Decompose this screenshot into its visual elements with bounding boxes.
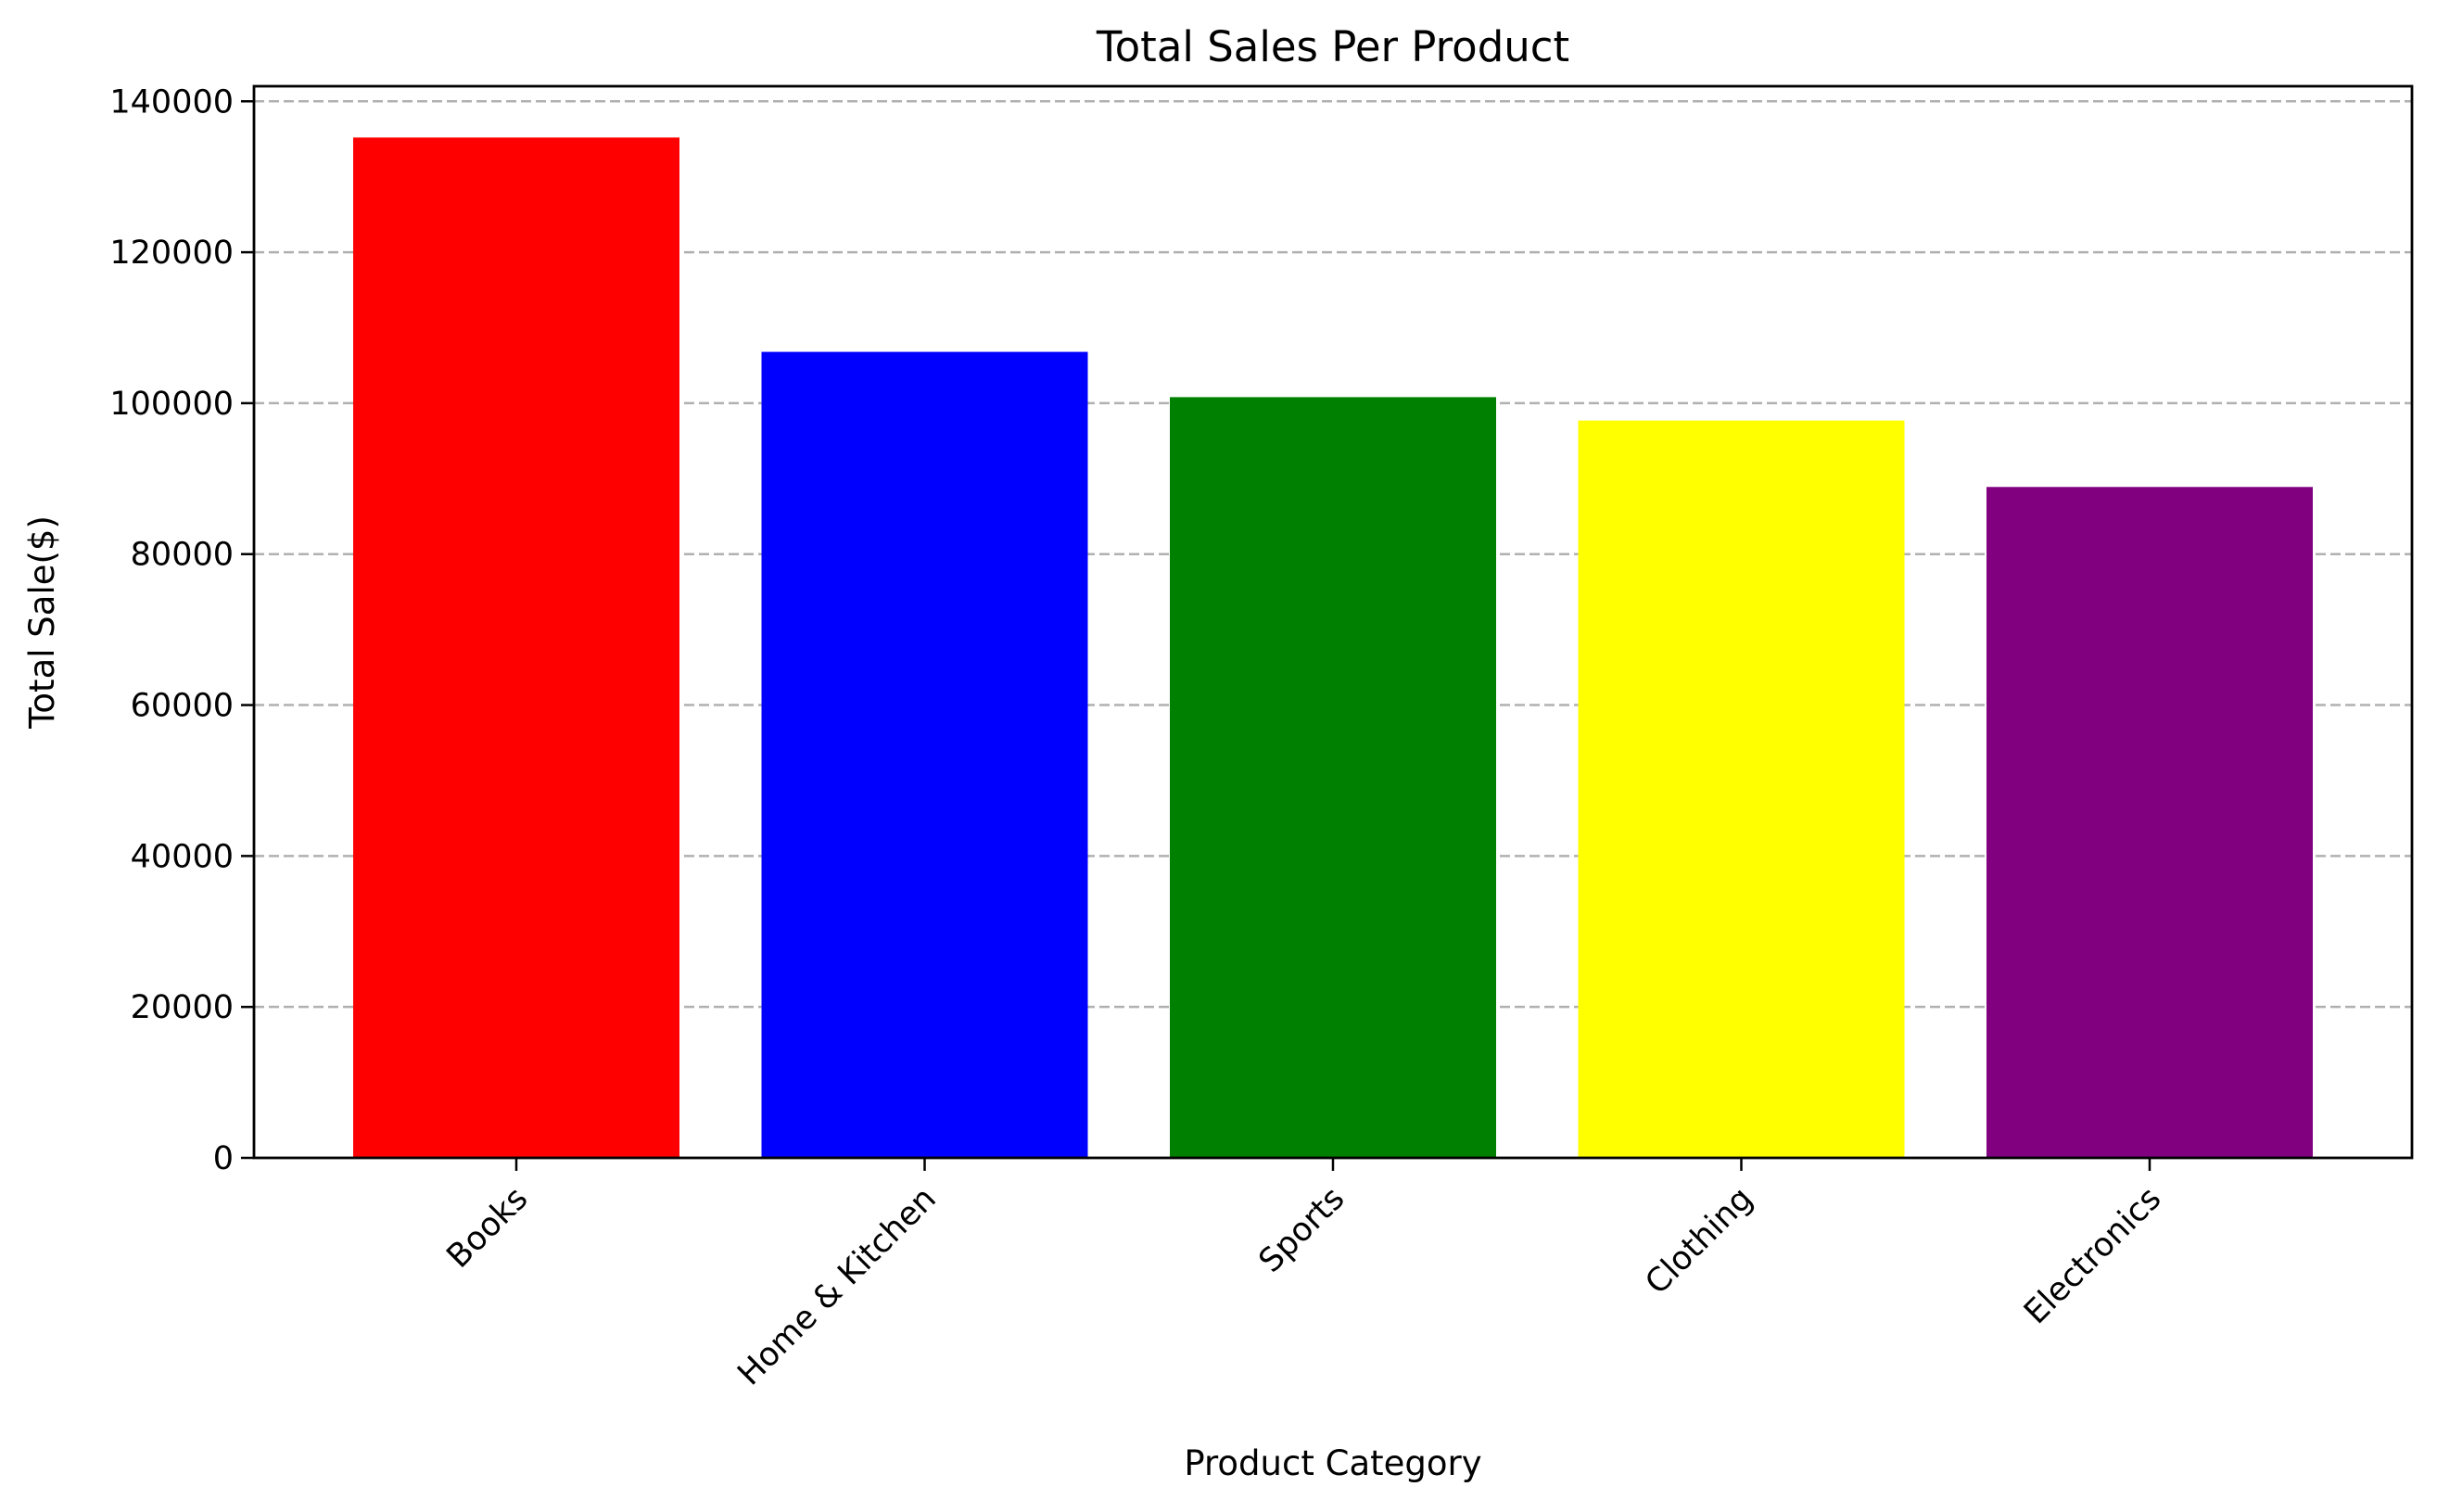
y-tick-label-7: 140000	[109, 83, 234, 121]
bars	[353, 137, 2313, 1159]
x-axis-label: Product Category	[1184, 1443, 1481, 1483]
bar-clothing	[1578, 420, 1905, 1159]
y-axis-ticks: 0 20000 40000 60000 80000 100000 120000 140000	[109, 83, 254, 1177]
y-tick-label-4: 80000	[131, 537, 234, 574]
bar-sports	[1170, 397, 1496, 1158]
bar-electronics	[1986, 487, 2313, 1158]
y-tick-label-2: 40000	[131, 838, 234, 875]
y-tick-label-0: 0	[213, 1140, 234, 1177]
bar-home-kitchen	[761, 351, 1088, 1158]
bar-books	[353, 137, 679, 1158]
y-axis-label: Total Sale($)	[22, 515, 62, 730]
y-tick-label-1: 20000	[131, 989, 234, 1026]
chart-title: Total Sales Per Product	[1096, 22, 1569, 71]
y-tick-label-5: 100000	[109, 386, 234, 423]
y-tick-label-3: 60000	[131, 688, 234, 725]
y-tick-label-6: 120000	[109, 235, 234, 272]
